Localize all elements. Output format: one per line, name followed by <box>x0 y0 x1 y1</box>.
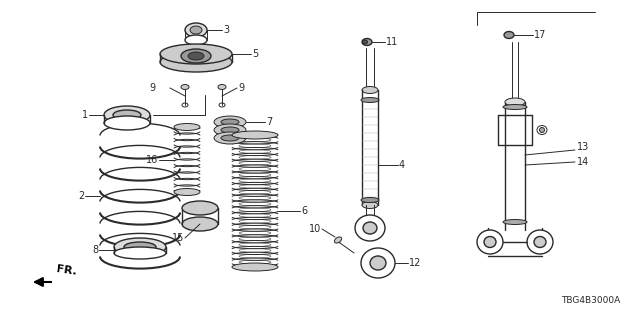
Ellipse shape <box>232 131 278 139</box>
Ellipse shape <box>361 197 379 203</box>
Text: 5: 5 <box>252 49 259 59</box>
Ellipse shape <box>362 86 378 93</box>
Ellipse shape <box>505 98 525 106</box>
Text: TBG4B3000A: TBG4B3000A <box>561 296 620 305</box>
Ellipse shape <box>537 125 547 134</box>
Ellipse shape <box>188 52 204 60</box>
Ellipse shape <box>185 35 207 45</box>
Text: 15: 15 <box>172 233 184 243</box>
Text: 14: 14 <box>577 157 589 167</box>
Text: 13: 13 <box>577 142 589 152</box>
Text: 12: 12 <box>409 258 421 268</box>
Text: 7: 7 <box>266 117 272 127</box>
Ellipse shape <box>361 248 395 278</box>
Text: 1: 1 <box>82 110 88 120</box>
Text: 16: 16 <box>146 155 158 164</box>
Ellipse shape <box>113 110 141 120</box>
Ellipse shape <box>174 124 200 131</box>
Text: 10: 10 <box>308 224 321 234</box>
Ellipse shape <box>503 220 527 225</box>
Text: 2: 2 <box>77 191 84 201</box>
Ellipse shape <box>160 52 232 72</box>
Ellipse shape <box>104 116 150 130</box>
Ellipse shape <box>504 31 514 38</box>
Ellipse shape <box>218 84 226 90</box>
Text: 3: 3 <box>223 25 229 35</box>
Ellipse shape <box>124 242 156 252</box>
Ellipse shape <box>534 236 546 247</box>
Text: 9: 9 <box>149 83 155 93</box>
Ellipse shape <box>355 215 385 241</box>
Ellipse shape <box>182 217 218 231</box>
Ellipse shape <box>362 40 367 44</box>
Ellipse shape <box>181 49 211 63</box>
Ellipse shape <box>174 188 200 196</box>
Ellipse shape <box>484 236 496 247</box>
Ellipse shape <box>190 26 202 34</box>
Ellipse shape <box>214 132 246 144</box>
Ellipse shape <box>527 230 553 254</box>
Ellipse shape <box>114 247 166 259</box>
Ellipse shape <box>370 256 386 270</box>
Ellipse shape <box>477 230 503 254</box>
Ellipse shape <box>506 101 524 109</box>
Text: 11: 11 <box>386 37 398 47</box>
Ellipse shape <box>104 106 150 124</box>
Ellipse shape <box>335 237 342 243</box>
Text: 17: 17 <box>534 30 547 40</box>
Ellipse shape <box>185 23 207 37</box>
Ellipse shape <box>182 201 218 215</box>
Ellipse shape <box>160 44 232 64</box>
Ellipse shape <box>221 127 239 133</box>
Ellipse shape <box>540 127 545 132</box>
Text: FR.: FR. <box>56 264 77 277</box>
Ellipse shape <box>221 119 239 125</box>
Ellipse shape <box>221 135 239 141</box>
Ellipse shape <box>503 105 527 109</box>
Ellipse shape <box>363 222 377 234</box>
Ellipse shape <box>362 38 372 45</box>
Text: 9: 9 <box>238 83 244 93</box>
Ellipse shape <box>214 116 246 128</box>
Text: 8: 8 <box>92 245 98 255</box>
Ellipse shape <box>214 124 246 136</box>
Ellipse shape <box>181 84 189 90</box>
Ellipse shape <box>361 98 379 102</box>
Ellipse shape <box>232 263 278 271</box>
Text: 6: 6 <box>301 206 307 216</box>
Ellipse shape <box>362 202 378 209</box>
Text: 4: 4 <box>399 160 405 170</box>
Ellipse shape <box>114 238 166 256</box>
